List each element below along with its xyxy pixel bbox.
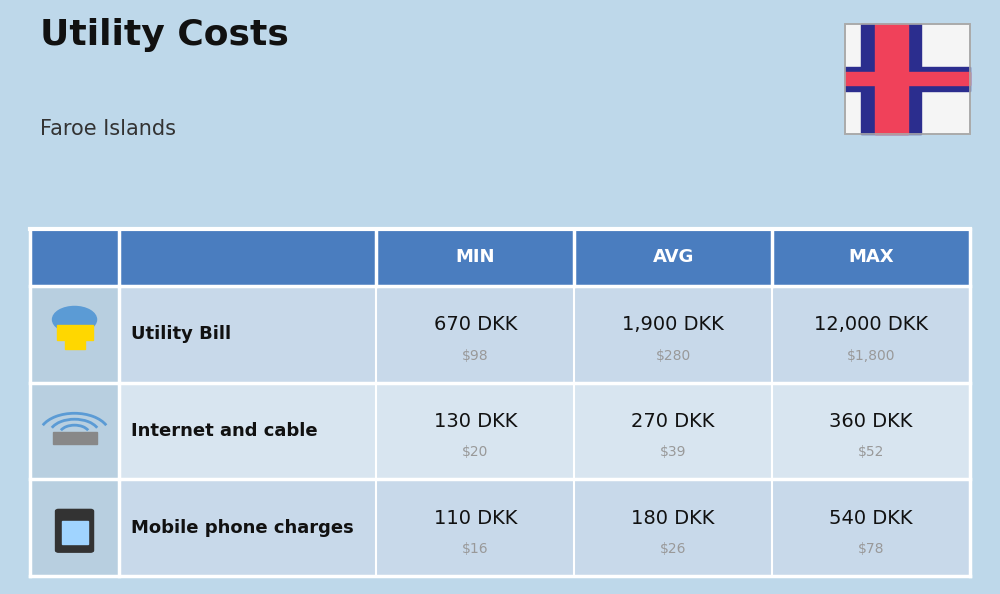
Text: $98: $98: [462, 349, 489, 363]
Bar: [376, 479, 574, 576]
Text: 1,900 DKK: 1,900 DKK: [622, 315, 724, 334]
Bar: [62, 521, 88, 545]
Bar: [376, 229, 574, 286]
Bar: [30, 286, 119, 383]
Text: 540 DKK: 540 DKK: [829, 508, 913, 527]
Bar: [574, 229, 772, 286]
Bar: [119, 286, 376, 383]
Text: 130 DKK: 130 DKK: [434, 412, 517, 431]
Bar: [574, 479, 772, 576]
Text: 360 DKK: 360 DKK: [829, 412, 913, 431]
Text: $20: $20: [462, 446, 488, 459]
Bar: [57, 326, 93, 340]
Text: Mobile phone charges: Mobile phone charges: [131, 519, 354, 537]
Bar: [65, 339, 85, 349]
Text: $26: $26: [660, 542, 686, 556]
Bar: [119, 479, 376, 576]
Text: MIN: MIN: [456, 248, 495, 266]
Bar: [30, 383, 119, 479]
Text: $1,800: $1,800: [847, 349, 895, 363]
Text: 670 DKK: 670 DKK: [434, 315, 517, 334]
Text: $16: $16: [462, 542, 489, 556]
Bar: [376, 286, 574, 383]
FancyBboxPatch shape: [845, 24, 970, 134]
Text: $78: $78: [858, 542, 884, 556]
Circle shape: [53, 307, 97, 333]
Bar: [875, 24, 908, 134]
Text: AVG: AVG: [652, 248, 694, 266]
Bar: [772, 286, 970, 383]
Text: Utility Bill: Utility Bill: [131, 326, 231, 343]
Text: $52: $52: [858, 446, 884, 459]
Text: 110 DKK: 110 DKK: [434, 508, 517, 527]
Bar: [376, 383, 574, 479]
Bar: [30, 229, 119, 286]
FancyBboxPatch shape: [56, 510, 94, 552]
Bar: [861, 24, 921, 134]
Bar: [772, 383, 970, 479]
Bar: [30, 479, 119, 576]
Text: MAX: MAX: [848, 248, 894, 266]
Bar: [574, 286, 772, 383]
Bar: [53, 432, 97, 444]
Text: Faroe Islands: Faroe Islands: [40, 119, 176, 139]
Text: 180 DKK: 180 DKK: [631, 508, 715, 527]
Bar: [845, 67, 970, 91]
Bar: [119, 229, 376, 286]
Bar: [772, 479, 970, 576]
Text: $280: $280: [656, 349, 691, 363]
Text: 270 DKK: 270 DKK: [631, 412, 715, 431]
Bar: [119, 383, 376, 479]
Text: $39: $39: [660, 446, 686, 459]
Bar: [772, 229, 970, 286]
Text: Utility Costs: Utility Costs: [40, 18, 289, 52]
Bar: [574, 383, 772, 479]
Bar: [845, 72, 970, 86]
Text: 12,000 DKK: 12,000 DKK: [814, 315, 928, 334]
Text: Internet and cable: Internet and cable: [131, 422, 318, 440]
